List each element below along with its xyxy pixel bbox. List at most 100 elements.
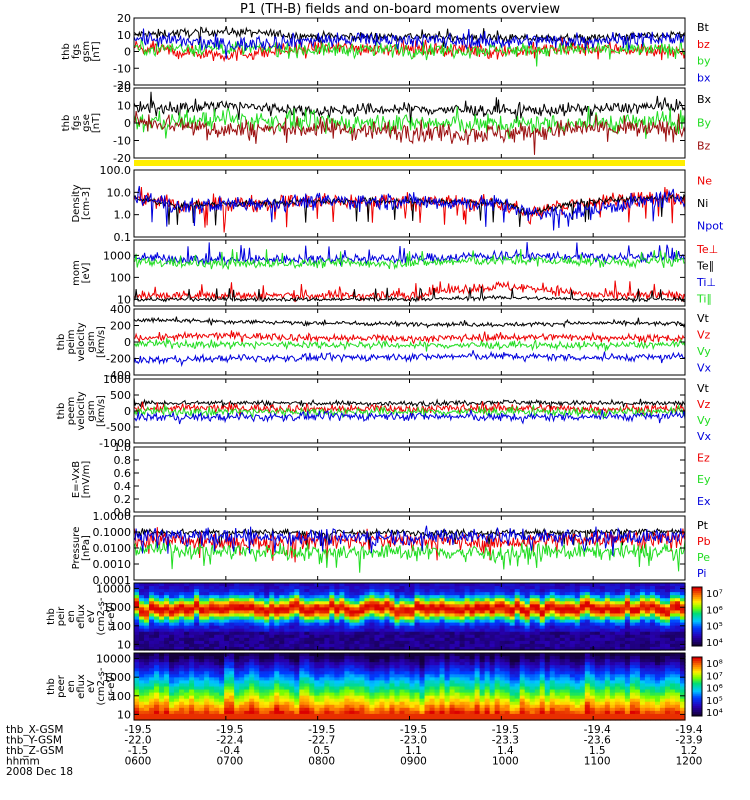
legend-peem-velocity-0: Vt: [697, 382, 710, 395]
ytick-label-temperature-2: 10: [117, 293, 131, 306]
ylabel-peer-spectrogram-3: eflux: [76, 674, 87, 699]
xrow-value-1-0: -22.0: [124, 735, 151, 747]
ytick-label-efield-0: 1.0: [114, 441, 132, 454]
colorbar-tick-peer-spectrogram-0: 10⁸: [706, 659, 723, 670]
ylabel-peim-velocity-1: peim: [66, 329, 77, 354]
ylabel-peir-spectrogram-5: (cm2-s-: [96, 597, 107, 635]
date-label: 2008 Dec 18: [6, 766, 73, 778]
xrow-value-0-1: -19.5: [216, 724, 243, 736]
xrow-value-3-0: 0600: [125, 756, 152, 768]
xrow-value-3-5: 1100: [584, 756, 611, 768]
ytick-label-peem-velocity-0: 1000: [103, 373, 131, 386]
legend-peim-velocity-0: Vt: [697, 312, 710, 325]
ytick-label-fgs-gse-2: 0: [124, 117, 131, 130]
xrow-value-0-0: -19.5: [124, 724, 151, 736]
colorbar-tick-peir-spectrogram-3: 10⁴: [706, 638, 723, 649]
xrow-value-1-5: -23.6: [584, 735, 611, 747]
ytick-label-peem-velocity-3: -500: [106, 421, 131, 434]
series-peim-velocity-1: [134, 330, 685, 346]
xrow-label-thb_X-GSM: thb_X-GSM: [6, 724, 63, 736]
xrow-value-2-0: -1.5: [128, 745, 149, 757]
colorbar-tick-peir-spectrogram-1: 10⁶: [706, 605, 723, 616]
ytick-label-peim-velocity-1: 200: [110, 320, 131, 333]
xrow-value-2-1: -0.4: [220, 745, 241, 757]
panel-peem-velocity: 1000 500 0 -500 -1000 thb peem velocity gsm [km/s…: [56, 373, 712, 450]
ytick-label-peim-velocity-4: -400: [106, 369, 131, 382]
legend-efield-0: Ez: [697, 452, 710, 465]
ytick-label-peim-velocity-3: -200: [106, 353, 131, 366]
panel-efield: 1.00.80.60.40.20.0 E=-VxB [mV/m] Ez Ey Ex: [71, 441, 711, 519]
legend-density-2: Npot: [697, 219, 724, 232]
ytick-label-pressure-1: 0.1000: [93, 526, 132, 539]
ytick-label-pressure-0: 1.0000: [93, 510, 132, 523]
series-pressure-3: [134, 525, 685, 557]
xrow-label-thb_Y-GSM: thb_Y-GSM: [6, 735, 62, 747]
x-axis-annotation: thb_X-GSM -19.5 -19.5 -19.5 -19.5 -19.5 -19.4-…: [6, 724, 703, 778]
xrow-value-2-5: 1.5: [589, 745, 606, 757]
frame-peim-velocity: [133, 308, 686, 376]
ytick-label-fgs-gse-1: 10: [117, 100, 131, 113]
ytick-label-fgs-gsm-1: 10: [117, 29, 131, 42]
legend-fgs-gsm-1: bz: [697, 38, 710, 51]
ytick-label-fgs-gsm-2: 0: [124, 46, 131, 59]
legend-fgs-gse-2: Bz: [697, 140, 711, 153]
xrow-value-1-3: -23.0: [400, 735, 427, 747]
ytick-label-efield-4: 0.2: [114, 493, 132, 506]
ytick-label-peem-velocity-1: 500: [110, 389, 131, 402]
colorbar-tick-peir-spectrogram-0: 10⁷: [706, 589, 723, 600]
legend-fgs-gsm-0: Bt: [697, 21, 710, 34]
colorbar-frame-peir-spectrogram: [691, 586, 703, 647]
colorbar-tick-peir-spectrogram-2: 10⁵: [706, 622, 723, 633]
series-temperature-0: [134, 280, 685, 303]
series-pressure-2: [134, 539, 685, 573]
ytick-label-peer-spectrogram-0: 10000: [96, 653, 131, 666]
ylabel-peer-spectrogram-1: peer: [56, 674, 67, 698]
ytick-label-fgs-gse-4: -20: [113, 152, 131, 165]
series-fgs-gse-2: [134, 111, 685, 155]
xrow-value-0-5: -19.4: [584, 724, 611, 736]
ytick-label-density-3: 0.1: [114, 231, 132, 244]
xrow-value-3-4: 1000: [492, 756, 519, 768]
ylabel-peer-spectrogram-2: en: [66, 680, 77, 693]
series-fgs-gsm-0: [134, 25, 685, 49]
ytick-label-pressure-2: 0.0100: [93, 542, 132, 555]
colorbar-frame-peer-spectrogram: [691, 656, 703, 717]
xrow-value-1-1: -22.4: [216, 735, 243, 747]
ytick-label-density-0: 100.0: [100, 164, 132, 177]
ylabel-density-1: [cm-3]: [81, 187, 92, 220]
ytick-label-fgs-gse-0: 20: [117, 82, 131, 95]
ytick-label-peem-velocity-2: 0: [124, 405, 131, 418]
ytick-label-fgs-gsm-3: -10: [113, 62, 131, 75]
ytick-label-efield-3: 0.4: [114, 480, 132, 493]
xrow-value-2-6: 1.2: [681, 745, 698, 757]
frame-efield: [133, 446, 686, 513]
series-peim-velocity-3: [134, 350, 685, 368]
ylabel-temperature-0: mom: [71, 260, 82, 286]
panel-density-traces: [134, 185, 685, 233]
ylabel-efield-0: E=-VxB: [71, 461, 82, 498]
xrow-value-2-4: 1.4: [497, 745, 514, 757]
series-pressure-0: [134, 527, 685, 548]
ylabel-peem-velocity-0: thb: [56, 403, 67, 420]
ylabel-peir-spectrogram-0: thb: [46, 608, 57, 625]
legend-efield-1: Ey: [697, 473, 711, 486]
panel-fgs-gsm: 20 10 0 -10 -20 thb fgs gsm [nT] Bt bz by bx: [61, 12, 711, 92]
ylabel-pressure-1: [nPa]: [81, 535, 92, 561]
legend-pressure-0: Pt: [697, 519, 709, 532]
panel-temperature-traces: [134, 242, 685, 304]
panel-peem-velocity-traces: [134, 397, 685, 425]
panel-fgs-gsm-traces: [134, 25, 685, 67]
legend-fgs-gsm-2: by: [697, 55, 711, 68]
ylabel-peer-spectrogram-5: (cm2-s-: [96, 667, 107, 705]
ytick-label-efield-2: 0.6: [114, 467, 132, 480]
ylabel-peim-velocity-2: velocity: [76, 322, 87, 361]
ylabel-density-0: Density: [71, 184, 82, 222]
legend-pressure-3: Pi: [697, 567, 706, 580]
series-peem-velocity-0: [134, 397, 685, 411]
xrow-value-2-2: 0.5: [313, 745, 330, 757]
legend-peim-velocity-3: Vx: [697, 361, 712, 374]
series-density-2: [134, 185, 685, 231]
xrow-label-hhmm: hhmm: [6, 756, 40, 768]
